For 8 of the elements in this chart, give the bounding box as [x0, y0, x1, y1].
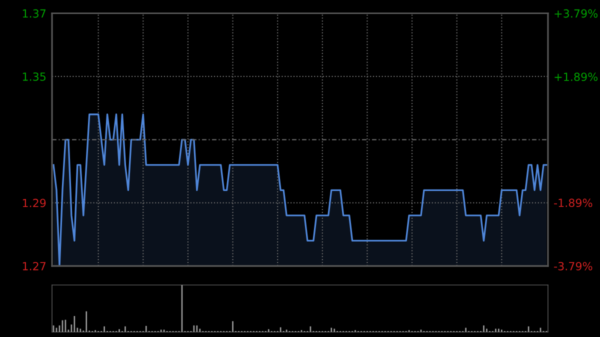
y-tick-label: 1.27 — [22, 262, 46, 270]
y2-tick-label: +1.89% — [554, 72, 598, 82]
y2-tick-label: -1.89% — [554, 198, 592, 208]
y2-tick-label: -3.79% — [554, 262, 592, 270]
y-tick-label: 1.35 — [22, 72, 46, 81]
y-tick-label: 1.29 — [22, 198, 46, 208]
y2-tick-label: +3.79% — [554, 9, 598, 18]
y-tick-label: 1.37 — [22, 9, 46, 18]
